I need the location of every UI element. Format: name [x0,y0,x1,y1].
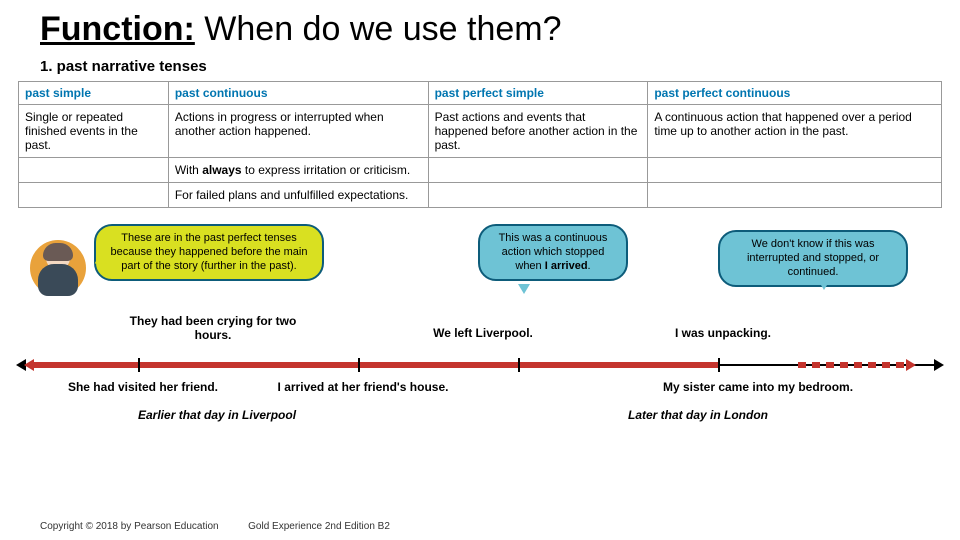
bubble-unknown: We don't know if this was interrupted an… [718,230,908,287]
table-cell: With always to express irritation or cri… [168,158,428,183]
table-cell [648,183,942,208]
table-cell [428,158,648,183]
th-past-perfect-simple: past perfect simple [428,82,648,105]
caption-later: Later that day in London [628,408,768,422]
label-crying: They had been crying for two hours. [128,314,298,342]
timeline-tick [518,358,520,372]
timeline-tick [718,358,720,372]
table-cell: Actions in progress or interrupted when … [168,105,428,158]
th-past-perfect-continuous: past perfect continuous [648,82,942,105]
table-cell: Past actions and events that happened be… [428,105,648,158]
table-cell: Single or repeated finished events in th… [19,105,169,158]
bubble-past-perfect: These are in the past perfect tenses bec… [94,224,324,281]
product-name: Gold Experience 2nd Edition B2 [248,521,390,532]
label-unpacking: I was unpacking. [648,326,798,340]
timeline-solid-segment [32,362,718,368]
subtitle: 1. past narrative tenses [0,54,960,81]
grammar-table: past simple past continuous past perfect… [18,81,942,208]
title-rest: When do we use them? [195,10,562,48]
timeline-tick [138,358,140,372]
timeline-tick [358,358,360,372]
label-left: We left Liverpool. [408,326,558,340]
label-sister: My sister came into my bedroom. [628,380,888,394]
footer: Copyright © 2018 by Pearson Education Go… [40,521,390,532]
table-cell: For failed plans and unfulfilled expecta… [168,183,428,208]
table-cell [428,183,648,208]
label-visited: She had visited her friend. [38,380,248,394]
caption-earlier: Earlier that day in Liverpool [138,408,296,422]
th-past-continuous: past continuous [168,82,428,105]
label-arrived: I arrived at her friend's house. [248,380,478,394]
bubble-continuous: This was a continuous action which stopp… [478,224,628,281]
timeline-diagram: These are in the past perfect tenses bec… [18,216,942,436]
title-bold: Function: [40,10,195,48]
avatar-icon [30,240,86,296]
timeline-dashed-segment [798,362,908,368]
th-past-simple: past simple [19,82,169,105]
table-cell [19,183,169,208]
copyright: Copyright © 2018 by Pearson Education [40,521,219,532]
page-title: Function: When do we use them? [0,0,960,54]
table-cell [19,158,169,183]
table-cell [648,158,942,183]
table-cell: A continuous action that happened over a… [648,105,942,158]
